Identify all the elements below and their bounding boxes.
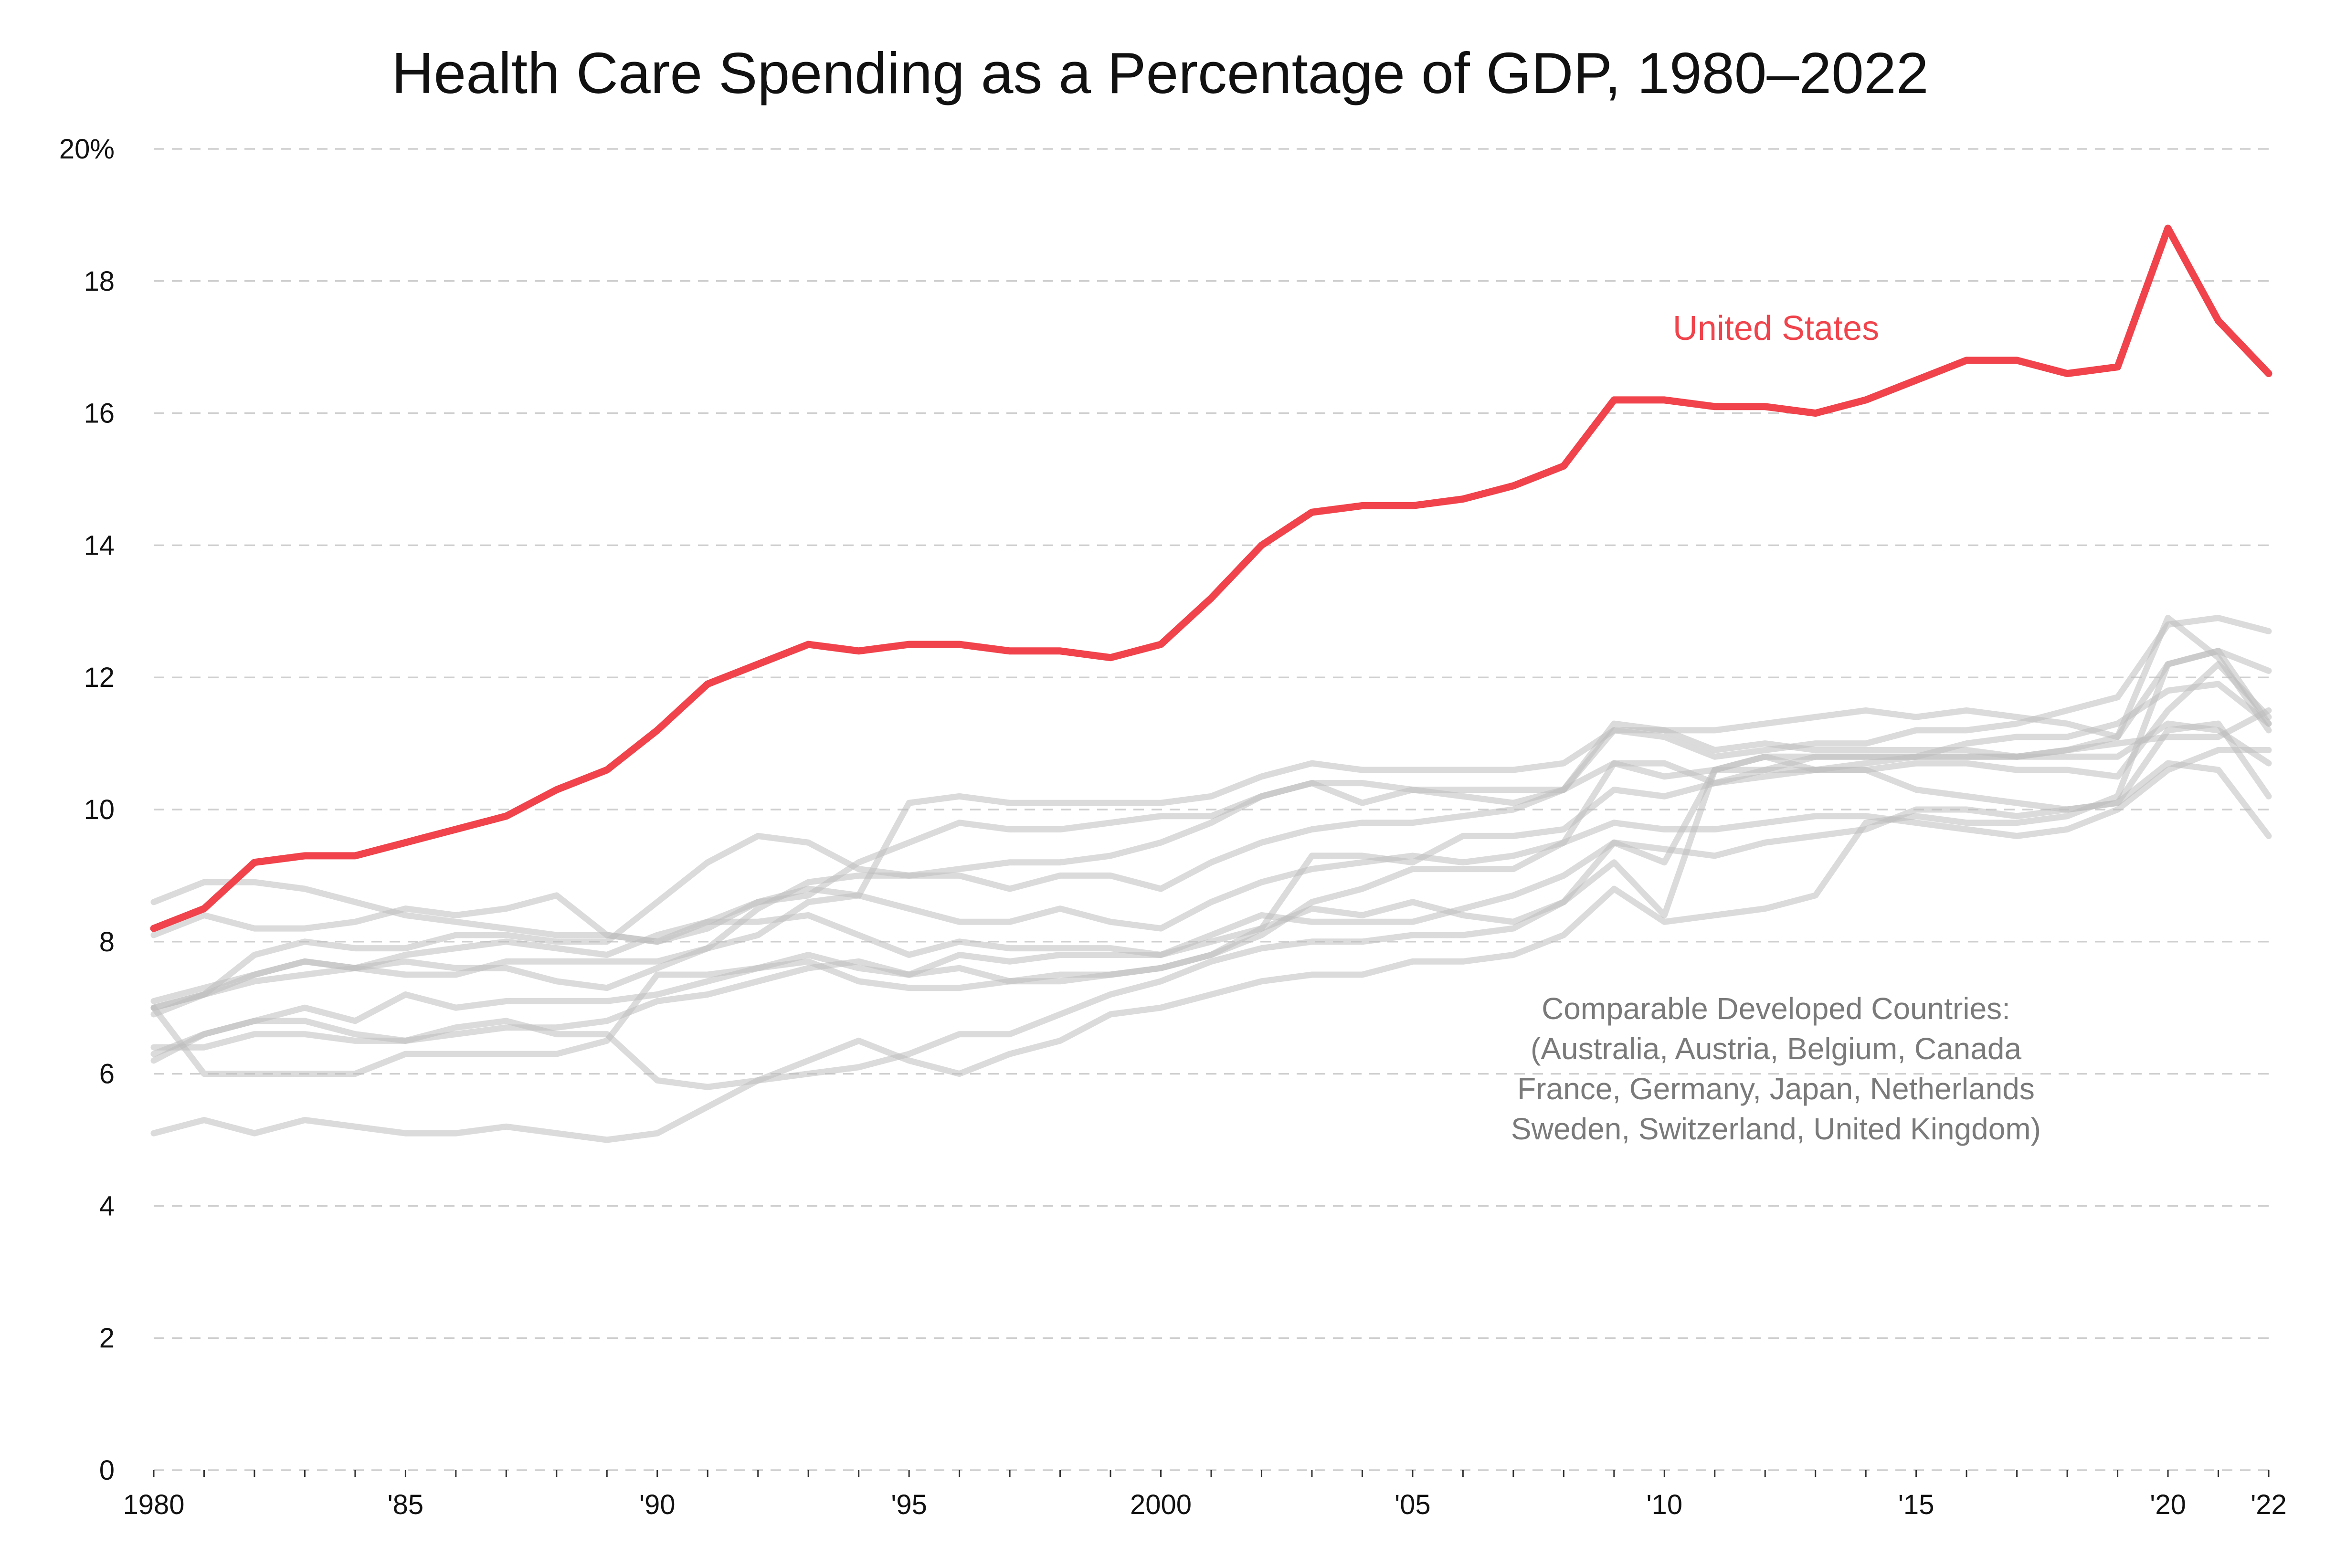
y-tick-label: 0 [99,1455,115,1486]
us-series-label: United States [1673,309,1879,347]
y-tick-label: 2 [99,1323,115,1354]
y-tick-label: 14 [84,530,115,561]
y-tick-label: 16 [84,398,115,429]
x-axis [153,1469,2270,1477]
x-tick-label: '15 [1898,1489,1934,1520]
comparison-series-line-6 [150,615,2272,945]
comparison-series-line-4 [150,615,2272,1018]
x-tick-label: 2000 [1130,1489,1192,1520]
x-tick-label: '05 [1395,1489,1431,1520]
comparison-series-line-10 [150,681,2272,1011]
x-tick-label: '20 [2150,1489,2186,1520]
chart-title: Health Care Spending as a Percentage of … [391,41,1928,105]
gridlines [154,148,2269,1339]
comparison-note-line: (Australia, Austria, Belgium, Canada [1531,1031,2021,1066]
us-series-path [150,224,2272,932]
comparison-note-line: France, Germany, Japan, Netherlands [1517,1072,2035,1106]
comparison-countries-note: Comparable Developed Countries: (Australi… [1511,991,2041,1146]
comparison-series-line-8 [150,720,2272,1004]
y-axis-tick-labels: 0 2 4 6 8 10 12 14 16 18 20% [59,134,115,1486]
comparison-note-line: Comparable Developed Countries: [1542,991,2010,1026]
comparison-series-line-9 [150,720,2272,958]
comparison-series-line-3 [150,747,2272,1057]
x-tick-label: '95 [891,1489,927,1520]
y-tick-label: 20% [59,134,115,165]
y-tick-label: 10 [84,794,115,825]
x-tick-label: '22 [2251,1489,2287,1520]
x-tick-label: '85 [388,1489,424,1520]
y-tick-label: 6 [99,1059,115,1090]
comparison-note-line: Sweden, Switzerland, United Kingdom) [1511,1112,2041,1146]
y-tick-label: 4 [99,1190,115,1221]
comparison-series-line-11 [150,648,2272,1143]
x-tick-label: '90 [639,1489,676,1520]
x-axis-tick-labels: 1980 '85 '90 '95 2000 '05 '10 '15 '20 '22 [123,1489,2286,1520]
us-series-line [150,224,2272,932]
comparison-series-line-5 [150,648,2272,1011]
comparison-series-line-1 [150,760,2272,1064]
comparison-series-lines [150,615,2272,1143]
y-tick-label: 12 [84,662,115,693]
x-tick-label: 1980 [123,1489,184,1520]
y-tick-label: 8 [99,926,115,958]
x-tick-label: '10 [1646,1489,1682,1520]
y-tick-label: 18 [84,266,115,297]
